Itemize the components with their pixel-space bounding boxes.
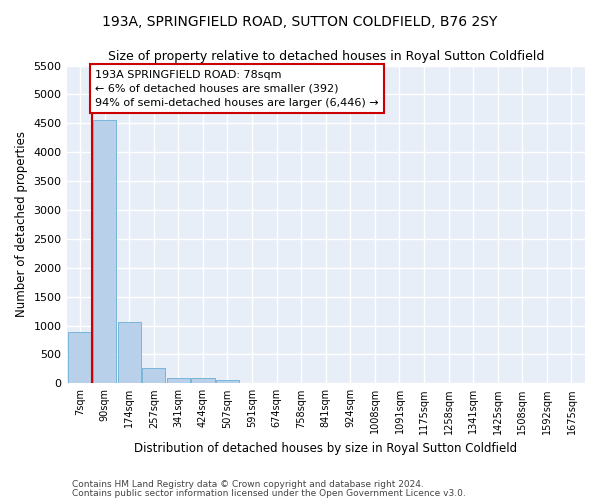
Text: 193A, SPRINGFIELD ROAD, SUTTON COLDFIELD, B76 2SY: 193A, SPRINGFIELD ROAD, SUTTON COLDFIELD… [103,15,497,29]
Bar [93,120,116,384]
Text: 193A SPRINGFIELD ROAD: 78sqm
← 6% of detached houses are smaller (392)
94% of se: 193A SPRINGFIELD ROAD: 78sqm ← 6% of det… [95,70,379,108]
X-axis label: Distribution of detached houses by size in Royal Sutton Coldfield: Distribution of detached houses by size … [134,442,517,455]
Bar [216,380,239,384]
Text: Contains public sector information licensed under the Open Government Licence v3: Contains public sector information licen… [72,489,466,498]
Bar [142,368,166,384]
Y-axis label: Number of detached properties: Number of detached properties [15,132,28,318]
Bar [68,332,92,384]
Bar [191,378,215,384]
Title: Size of property relative to detached houses in Royal Sutton Coldfield: Size of property relative to detached ho… [107,50,544,63]
Bar [118,322,141,384]
Text: Contains HM Land Registry data © Crown copyright and database right 2024.: Contains HM Land Registry data © Crown c… [72,480,424,489]
Bar [167,378,190,384]
